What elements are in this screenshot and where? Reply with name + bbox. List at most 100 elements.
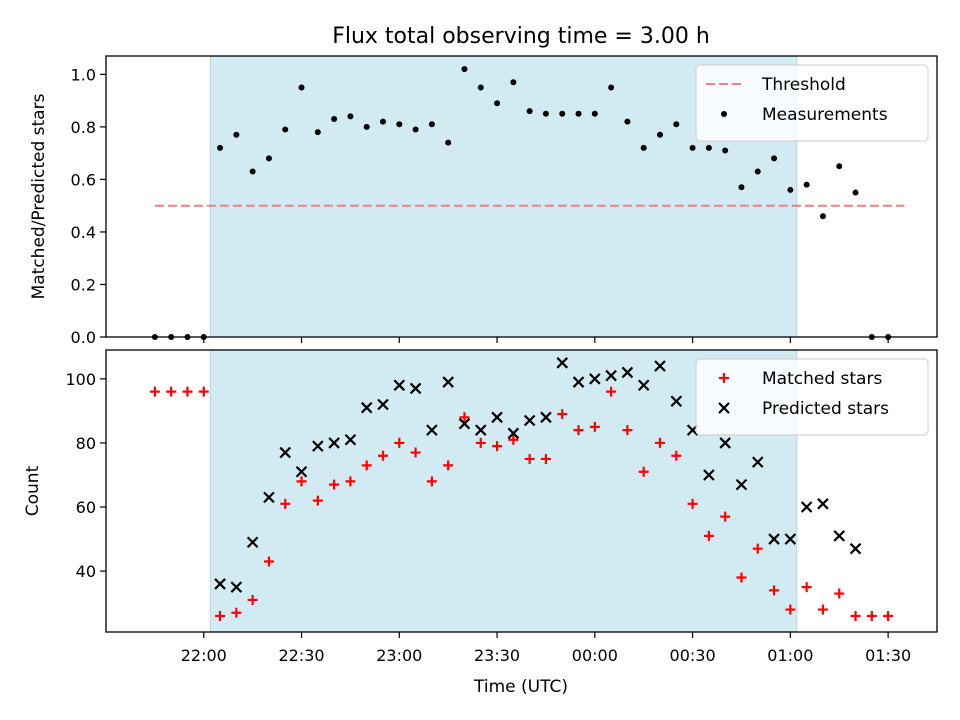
measurements-point [738,184,745,191]
predicted-stars-point [751,456,764,468]
matched-stars-point [410,447,421,458]
measurements-point [412,126,419,133]
predicted-stars-point [426,424,438,436]
matched-stars-point [606,386,617,397]
predicted-stars-point [409,382,422,395]
chart-title: Flux total observing time = 3.00 h [332,24,710,49]
matched-stars-point [508,434,519,445]
predicted-stars-point [735,478,748,491]
matched-stars-point [231,607,242,618]
measurements-point [314,129,321,136]
predicted-stars-point [605,369,617,382]
count-legend: Matched stars Predicted stars [695,358,929,436]
predicted-stars-point [279,446,292,459]
matched-stars-point [296,476,307,487]
count-marks [149,357,894,621]
measurements-point [233,131,240,138]
matched-stars-point [638,466,649,477]
measurements-point [803,181,810,188]
predicted-stars-point [312,440,324,452]
y-tick-label: 0.0 [71,328,96,347]
y-tick-label: 100 [65,370,96,389]
measurements-point [705,144,712,151]
matched-stars-point [215,610,226,621]
matched-stars-point [540,453,551,464]
matched-stars-point [524,453,535,464]
measurements-point [428,121,435,128]
matched-stars-point [785,604,796,615]
matched-stars-point [736,572,747,583]
ratio-y-axis-label: Matched/Predicted stars [29,93,49,299]
predicted-stars-point [507,427,520,440]
ratio-x-ticks [203,337,889,343]
matched-stars-point [475,437,486,448]
matched-stars-point [801,582,812,593]
matched-stars-point [622,425,633,436]
ratio-axes-frame [105,55,938,338]
predicted-stars-point [328,437,340,449]
measurements-point [640,144,647,151]
legend-box [695,358,929,436]
measurements-point [608,84,615,91]
predicted-stars-point [344,433,357,446]
measurements-point [657,131,663,138]
measurements-point [624,118,631,125]
x-tick-label: 23:00 [376,646,422,665]
matched-stars-point [149,386,160,397]
y-tick-label: 80 [76,434,96,453]
measurements-point [477,84,484,91]
count-y-ticks: 40 60 80 100 [65,370,106,581]
measurements-point [771,155,778,162]
matched-stars-point [443,460,454,471]
predicted-stars-point [589,373,601,385]
ratio-panel: 0.0 0.2 0.4 0.6 0.8 1.0 Matched/Predicted sta… [29,55,938,347]
x-tick-label: 00:30 [670,646,716,665]
y-tick-label: 60 [76,498,96,517]
x-tick-label: 23:30 [474,646,520,665]
x-tick-label: 22:30 [278,646,324,665]
predicted-stars-point [784,533,797,545]
matched-stars-point [850,610,861,621]
predicted-stars-point [230,581,243,593]
legend-predicted-stars-swatch [718,402,730,414]
predicted-stars-point [442,376,454,388]
matched-stars-point [263,556,274,567]
ratio-legend: Threshold Measurements [695,64,929,142]
matched-stars-point [459,412,470,423]
predicted-stars-point [474,424,487,436]
count-x-ticks: 22:00 22:30 23:00 23:30 00:00 00:30 01:00 01:30 [181,632,911,665]
x-tick-label: 01:30 [865,646,911,665]
legend-label: Predicted stars [762,399,889,419]
measurements-point [526,108,533,115]
predicted-stars-point [393,379,406,392]
measurements-point [217,144,224,151]
measurements-point [542,110,549,117]
matched-stars-point [557,409,568,420]
predicted-stars-point [523,414,536,427]
measurements-point [591,110,598,117]
predicted-stars-point [800,501,813,513]
legend-label: Threshold [761,75,846,95]
matched-stars-point [361,460,372,471]
measurements-point [396,121,403,128]
predicted-stars-point [621,366,634,379]
matched-stars-point [182,386,193,397]
measurements-point [380,118,386,125]
predicted-stars-point [719,437,731,449]
matched-stars-point [247,594,258,605]
measurements-point [559,110,566,117]
count-axes-frame [105,349,938,633]
predicted-stars-point [556,357,569,369]
x-tick-label: 01:00 [767,646,813,665]
matched-stars-point [492,441,503,452]
ratio-y-ticks: 0.0 0.2 0.4 0.6 0.8 1.0 [71,65,106,347]
matched-stars-point [589,421,600,432]
predicted-stars-point [295,465,308,478]
measurements-point [494,100,501,107]
measurements-point [249,168,256,175]
matched-stars-point [426,476,437,487]
count-panel: 40 60 80 100 22:00 22:30 23:00 23:30 00:00 00:30… [23,349,938,665]
x-tick-label: 00:00 [572,646,618,665]
predicted-stars-point [654,360,666,372]
y-tick-label: 1.0 [71,65,96,84]
